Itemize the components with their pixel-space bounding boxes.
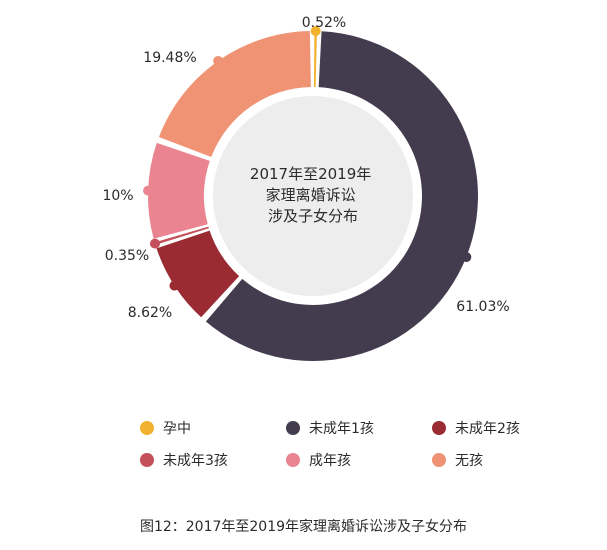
legend-label-adult: 成年孩 [309,453,351,469]
legend-item-minor-3: 未成年3孩 [140,450,286,470]
slice-marker-minor-1 [461,252,472,263]
legend: 孕中 未成年1孩 未成年2孩 未成年3孩 成年孩 无孩 [140,418,560,470]
slice-none [158,31,311,157]
legend-item-pregnant: 孕中 [140,418,286,438]
slice-label-minor-1: 61.03% [456,299,509,315]
figure-caption: 图12：2017年至2019年家理离婚诉讼涉及子女分布 [139,519,468,535]
center-disc [213,96,413,296]
slice-label-pregnant: 0.52% [302,15,346,31]
legend-label-minor-2: 未成年2孩 [455,421,520,437]
legend-item-minor-1: 未成年1孩 [286,418,432,438]
legend-swatch-adult [286,453,300,467]
slice-labels: 0.52% 61.03% 8.62% 0.35% 10% 19.48% [102,15,509,321]
legend-item-none: 无孩 [432,450,578,470]
center-title: 2017年至2019年 家理离婚诉讼 涉及子女分布 [250,165,376,225]
legend-swatch-none [432,453,446,467]
slice-label-adult: 10% [102,188,133,204]
legend-item-adult: 成年孩 [286,450,432,470]
center-line-3: 涉及子女分布 [268,207,358,225]
legend-swatch-minor-1 [286,421,300,435]
slice-marker-none [213,55,224,66]
legend-label-pregnant: 孕中 [163,421,191,437]
legend-label-minor-1: 未成年1孩 [309,421,374,437]
center-line-1: 2017年至2019年 [250,165,371,183]
legend-label-none: 无孩 [455,453,483,469]
legend-swatch-pregnant [140,421,154,435]
legend-swatch-minor-3 [140,453,154,467]
slice-label-minor-3: 0.35% [105,248,149,264]
center-line-2: 家理离婚诉讼 [266,186,356,204]
slice-marker-minor-2 [169,280,180,291]
slice-label-none: 19.48% [143,50,196,66]
legend-item-minor-2: 未成年2孩 [432,418,578,438]
slice-label-minor-2: 8.62% [128,305,172,321]
slice-minor-2 [156,230,240,318]
slice-marker-pregnant [310,26,321,37]
slice-marker-minor-3 [150,238,161,249]
slice-minor-3 [154,226,209,245]
legend-label-minor-3: 未成年3孩 [163,453,228,469]
slice-pregnant [313,31,317,88]
donut-chart: 2017年至2019年 家理离婚诉讼 涉及子女分布 0.52% 61.03% 8.6… [102,15,510,361]
slice-adult [148,142,210,239]
slice-marker-adult [143,185,154,196]
legend-swatch-minor-2 [432,421,446,435]
donut-slices [148,31,478,361]
slice-minor-1 [205,31,478,361]
